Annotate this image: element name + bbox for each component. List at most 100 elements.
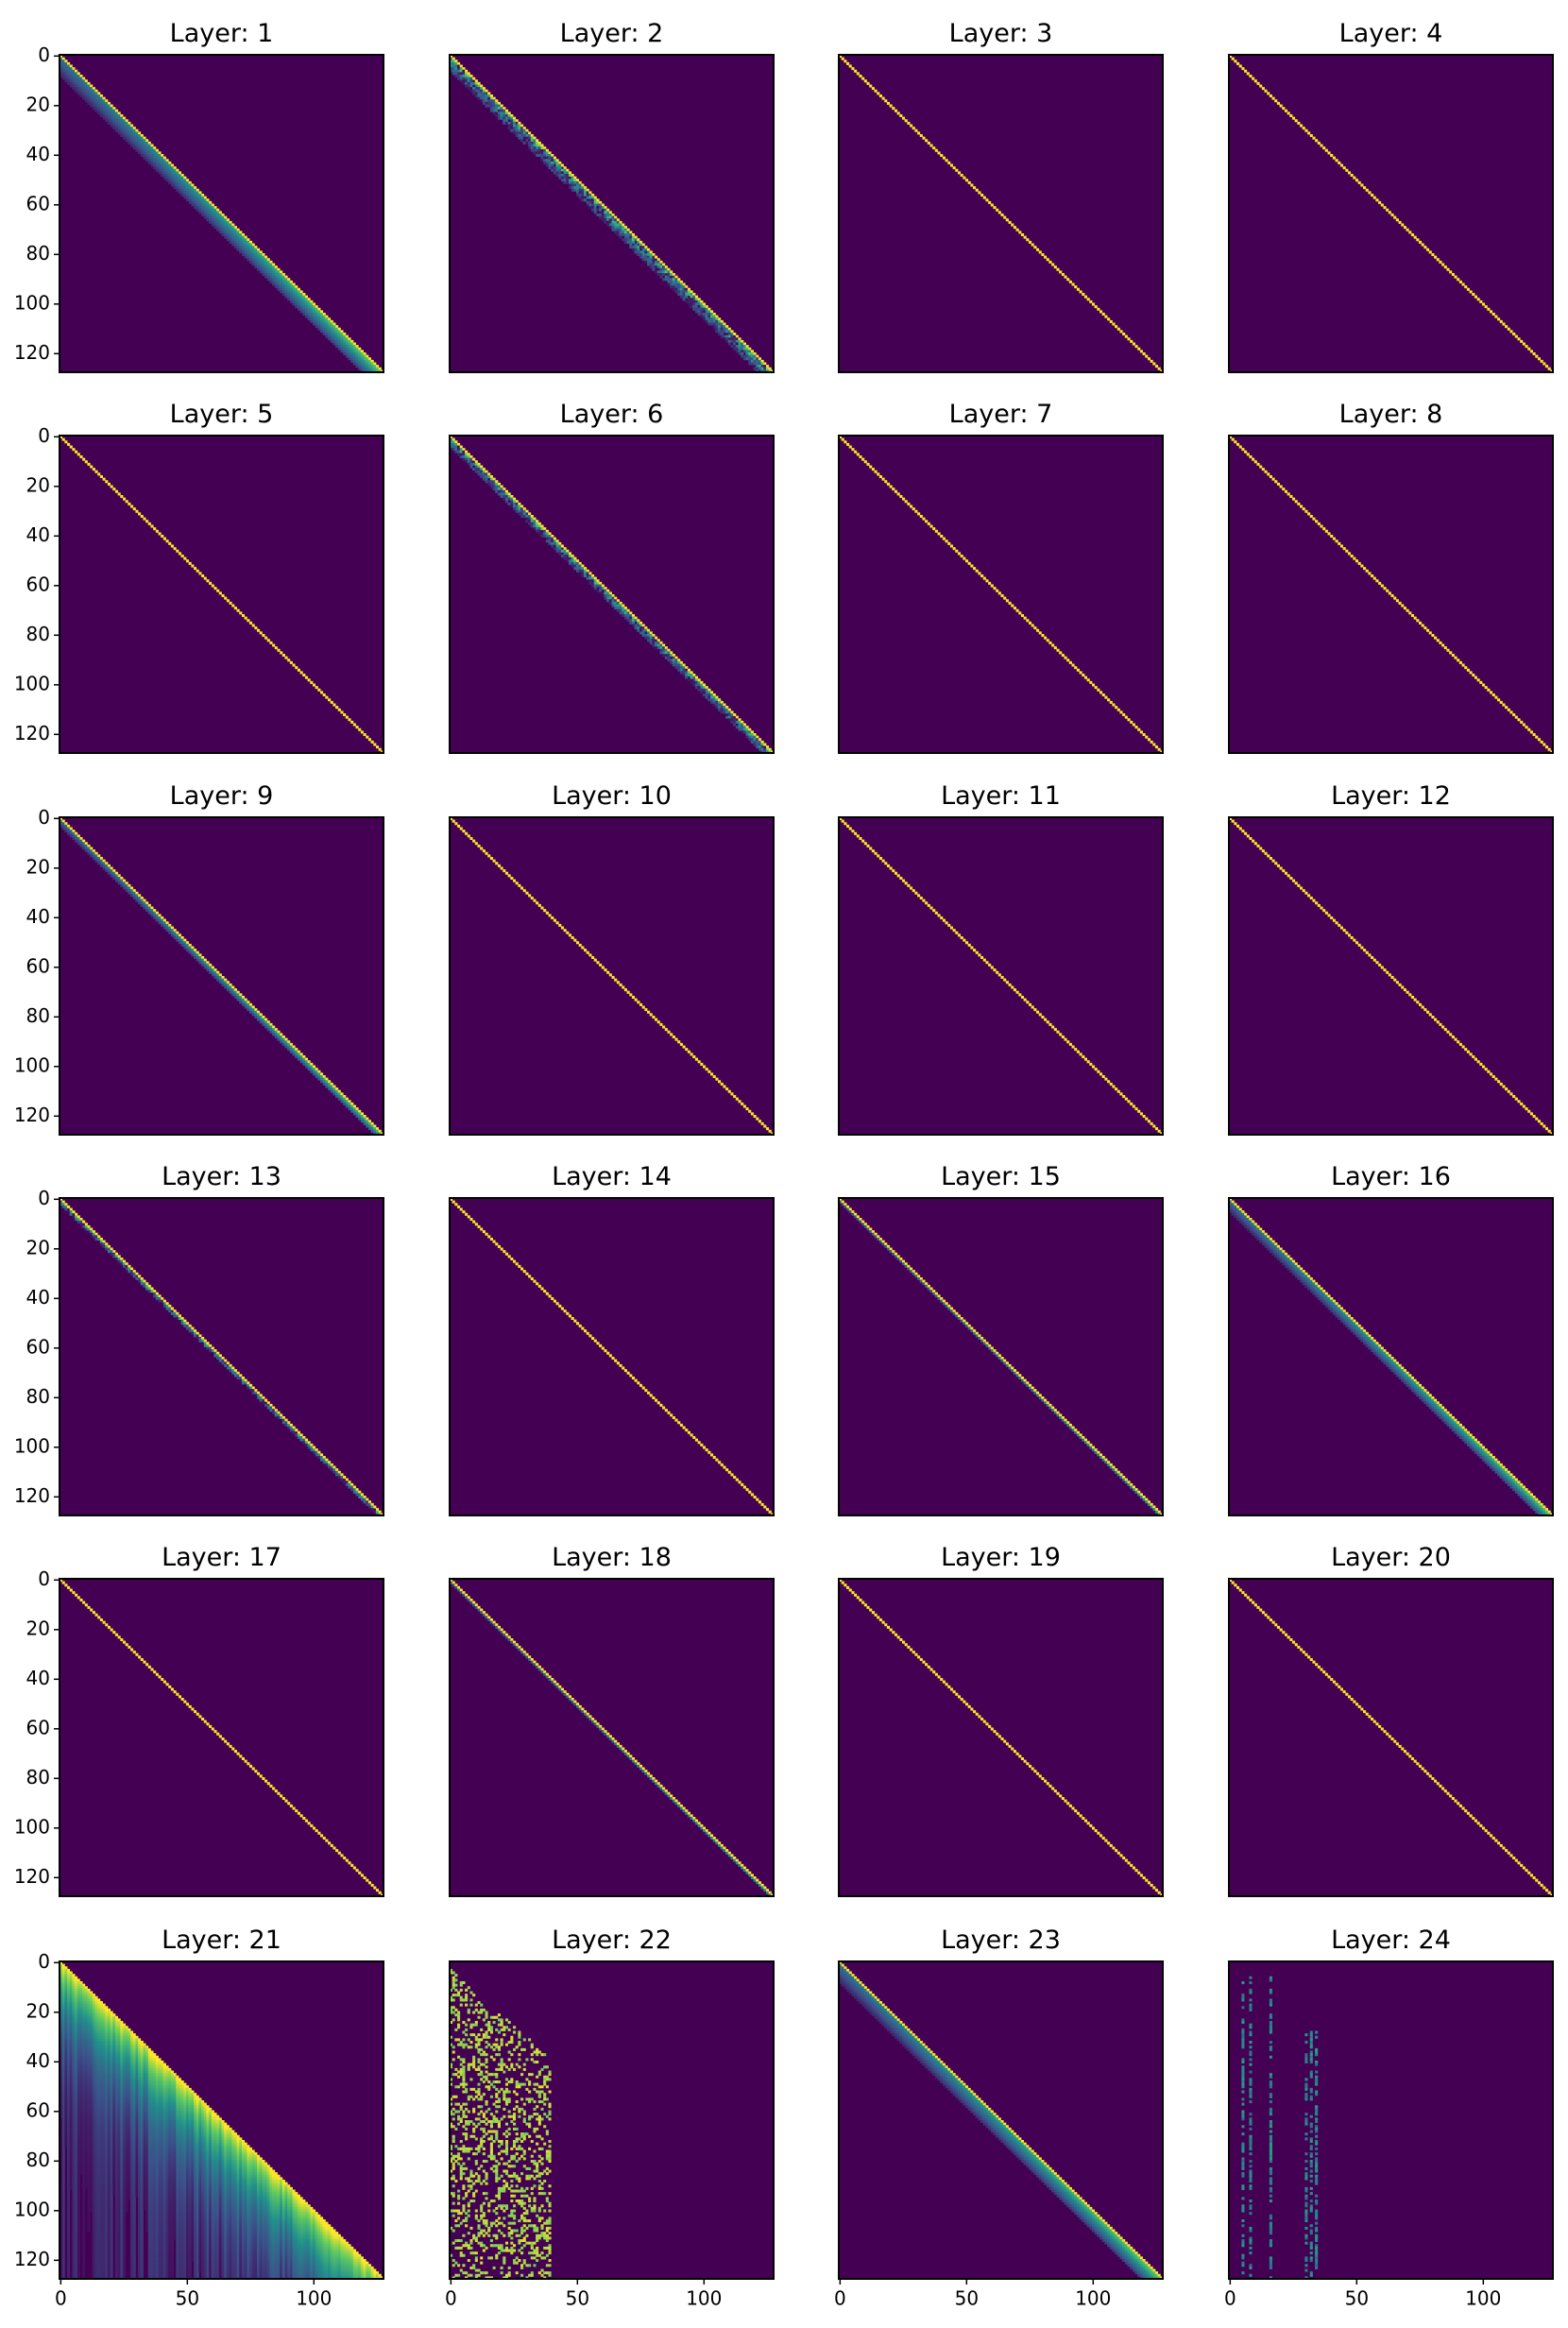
heatmap-cell [1509,330,1512,333]
heatmap-cell [108,1250,111,1253]
heatmap-cell [87,845,90,847]
heatmap-cell [176,171,179,174]
heatmap-cell [736,345,739,348]
heatmap-cell [302,313,305,316]
y-tick-label: 20 [26,1236,50,1258]
heatmap-cell [715,704,718,707]
heatmap-cell [340,348,343,351]
heatmap-cell [1474,1058,1477,1061]
heatmap-cell [1325,912,1328,915]
heatmap-cell [310,305,313,308]
heatmap-cell [996,971,998,974]
heatmap-cell [79,455,82,458]
heatmap-cell [189,198,192,201]
heatmap-cell [237,244,240,247]
heatmap-cell [629,619,632,622]
heatmap-cell [677,664,680,667]
heatmap-cell [1303,127,1305,129]
heatmap-cell [882,97,885,100]
heatmap-cell [1312,518,1315,521]
heatmap-cell [222,214,225,216]
heatmap-cell [118,119,121,122]
heatmap-cell [462,75,465,77]
heatmap-cell [287,278,290,281]
heatmap-cell [846,443,849,446]
heatmap-cell [576,184,579,187]
heatmap-cell [462,830,465,832]
heatmap-cell [680,288,683,291]
heatmap-cell [1527,728,1530,731]
heatmap-cell [245,1003,247,1006]
heatmap-cell [493,478,496,481]
heatmap-cell [591,585,594,588]
heatmap-cell [159,921,162,924]
heatmap-cell [1378,964,1381,967]
heatmap-cell [145,520,148,522]
heatmap-cell [159,151,162,154]
heatmap-cell [533,1280,536,1283]
heatmap-cell [1477,298,1480,300]
heatmap-cell [239,244,242,247]
heatmap-cell [222,226,225,229]
heatmap-cell [743,350,746,352]
heatmap-cell [70,67,73,70]
heatmap-cell [703,317,706,320]
heatmap-cell [1393,216,1396,219]
heatmap-cell [665,646,668,649]
heatmap-cell [1464,285,1467,288]
heatmap-cell [657,264,660,266]
heatmap-cell [659,644,662,647]
heatmap-cell [219,214,222,216]
heatmap-cell [980,1337,983,1340]
heatmap-cell [1077,1431,1080,1434]
heatmap-cell [231,986,234,989]
heatmap-cell [358,363,361,366]
heatmap-cell [518,512,520,515]
heatmap-cell [1069,1043,1072,1046]
heatmap-cell [980,574,983,577]
heatmap-cell [849,1208,852,1211]
heatmap-cell [361,1496,364,1498]
heatmap-cell [153,909,156,912]
heatmap-cell [763,365,766,368]
heatmap-cell [1338,924,1340,927]
heatmap-cell [213,211,216,214]
heatmap-cell [741,1103,743,1105]
heatmap-cell [179,1317,181,1320]
heatmap-cell [364,1122,366,1125]
heatmap-cell [338,1095,341,1098]
heatmap-cell [707,323,710,326]
heatmap-cell [457,453,460,455]
heatmap-cell [174,929,177,932]
heatmap-cell [650,637,653,640]
heatmap-cell [950,164,953,167]
heatmap-cell [513,880,516,882]
heatmap-cell [612,229,615,231]
heatmap-cell [93,99,95,102]
heatmap-cell [231,231,234,233]
heatmap-cell [998,211,1001,214]
heatmap-cell [477,90,480,93]
heatmap-cell [1152,1508,1155,1511]
heatmap-cell [754,741,757,744]
heatmap-cell [75,1215,77,1218]
heatmap-cell [153,154,156,157]
heatmap-cell [1066,1040,1069,1043]
heatmap-cell [551,545,554,548]
heatmap-cell [620,229,622,231]
heatmap-cell [287,285,290,288]
heatmap-cell [348,345,350,348]
heatmap-cell [487,92,490,94]
heatmap-cell [348,340,350,343]
heatmap-cell [490,478,493,481]
heatmap-cell [612,214,615,216]
heatmap-cell [150,145,153,147]
heatmap-cell [284,1421,287,1424]
heatmap-cell [1320,145,1322,147]
heatmap-cell [105,107,108,110]
heatmap-cell [1137,1110,1140,1113]
heatmap-cell [513,500,516,503]
heatmap-cell [290,290,293,293]
heatmap-cell [928,142,930,145]
heatmap-cell [677,666,680,669]
